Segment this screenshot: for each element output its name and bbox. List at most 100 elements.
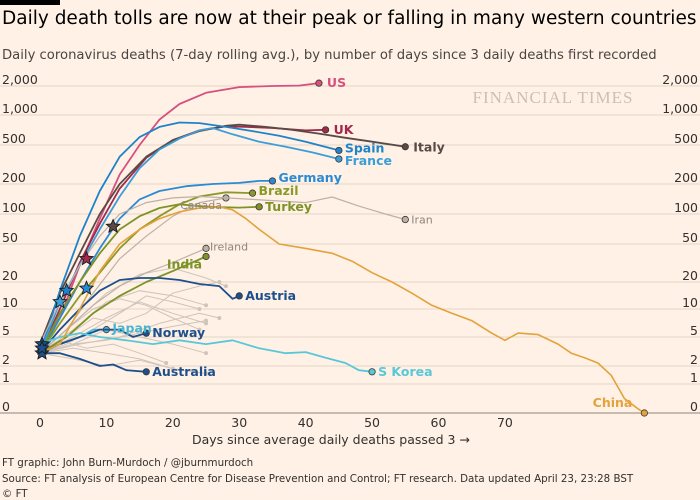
y-tick-label-left: 1,000 bbox=[2, 101, 38, 116]
y-tick-label-right: 10 bbox=[682, 295, 698, 310]
series-end-point bbox=[202, 244, 210, 252]
series-end-point bbox=[142, 368, 150, 376]
x-tick-label: 10 bbox=[98, 415, 114, 430]
lockdown-star bbox=[58, 282, 75, 298]
y-tick-label-right: 200 bbox=[674, 170, 698, 185]
y-tick-label-right: 1 bbox=[690, 370, 698, 385]
y-tick-label-left: 50 bbox=[2, 230, 18, 245]
series-end-point bbox=[401, 143, 409, 151]
lockdown-star bbox=[34, 340, 50, 355]
lockdown-star bbox=[52, 293, 68, 309]
x-axis-label: Days since average daily deaths passed 3… bbox=[192, 432, 470, 447]
background-series-line bbox=[39, 301, 207, 354]
background-series-line bbox=[39, 320, 207, 354]
series-line-uk bbox=[39, 125, 326, 354]
series-end-point bbox=[268, 177, 277, 185]
series-label: Australia bbox=[152, 364, 216, 379]
series-label: Canada bbox=[180, 199, 222, 212]
y-tick-label-right: 0 bbox=[690, 399, 698, 414]
series-label: UK bbox=[334, 122, 355, 137]
y-tick-label-left: 1 bbox=[2, 370, 10, 385]
background-series-end bbox=[204, 303, 209, 308]
series-label: Turkey bbox=[265, 199, 312, 214]
y-tick-label-left: 5 bbox=[2, 323, 10, 338]
background-series-end bbox=[197, 307, 202, 311]
series-label: France bbox=[345, 153, 392, 168]
x-tick-label: 50 bbox=[364, 415, 380, 430]
series-end-point bbox=[335, 146, 343, 155]
series-label: Brazil bbox=[259, 183, 299, 198]
background-series-line bbox=[39, 295, 200, 354]
y-tick-label-left: 2,000 bbox=[2, 72, 38, 87]
x-tick-label: 30 bbox=[231, 415, 247, 430]
y-tick-label-right: 2 bbox=[690, 352, 698, 367]
background-series-end bbox=[170, 366, 175, 371]
series-end-point bbox=[640, 409, 648, 417]
series-label: China bbox=[593, 395, 633, 410]
y-tick-label-left: 2 bbox=[2, 352, 10, 367]
background-series-end bbox=[223, 284, 228, 289]
x-tick-label: 0 bbox=[36, 415, 44, 430]
x-tick-label: 60 bbox=[431, 415, 447, 430]
series-line-ireland bbox=[39, 247, 207, 354]
background-series-end bbox=[164, 360, 169, 365]
series-end-point bbox=[235, 292, 243, 300]
source-line: Source: FT analysis of European Centre f… bbox=[2, 473, 634, 485]
background-series-line bbox=[39, 347, 207, 374]
series-label: India bbox=[167, 256, 202, 271]
background-series-end bbox=[217, 316, 222, 321]
background-series-end bbox=[204, 321, 209, 326]
x-tick-label: 40 bbox=[298, 415, 314, 430]
y-tick-label-left: 200 bbox=[2, 170, 26, 185]
chart-title: Daily death tolls are now at their peak … bbox=[2, 8, 697, 29]
series-line-s-korea bbox=[39, 332, 373, 373]
series-end-point bbox=[368, 368, 376, 376]
ft-top-bar bbox=[0, 0, 60, 5]
series-line-spain bbox=[39, 121, 340, 354]
chart-subtitle: Daily coronavirus deaths (7-day rolling … bbox=[2, 48, 657, 63]
y-tick-label-right: 100 bbox=[674, 200, 698, 215]
y-tick-label-left: 0 bbox=[2, 399, 10, 414]
series-label: Spain bbox=[345, 140, 385, 155]
lockdown-star bbox=[34, 345, 50, 360]
y-tick-label-left: 20 bbox=[2, 268, 18, 283]
series-line-us bbox=[39, 82, 320, 354]
series-end-point bbox=[321, 126, 330, 134]
series-end-point bbox=[335, 155, 343, 163]
series-line-india bbox=[39, 255, 207, 354]
series-label: Norway bbox=[152, 325, 205, 340]
series-end-point bbox=[255, 203, 263, 211]
series-layer bbox=[34, 79, 648, 417]
lockdown-star bbox=[78, 250, 95, 266]
background-series-end bbox=[197, 327, 202, 332]
background-series-end bbox=[204, 371, 209, 376]
background-series-line bbox=[39, 290, 207, 354]
y-tick-label-left: 500 bbox=[2, 131, 26, 146]
series-line-iran bbox=[39, 195, 406, 345]
background-series-end bbox=[204, 351, 209, 356]
series-label: S Korea bbox=[378, 364, 433, 379]
series-line-china bbox=[39, 206, 645, 414]
series-label: Japan bbox=[111, 321, 151, 336]
y-tick-label-right: 1,000 bbox=[662, 101, 698, 116]
series-line-austria bbox=[39, 277, 240, 354]
series-end-point bbox=[248, 189, 257, 197]
series-label: Ireland bbox=[210, 240, 248, 253]
background-series-end bbox=[217, 280, 222, 284]
credit-line: FT graphic: John Burn-Murdoch / @jburnmu… bbox=[2, 457, 254, 469]
background-series-end bbox=[204, 318, 209, 323]
y-tick-label-right: 2,000 bbox=[662, 72, 698, 87]
series-end-point bbox=[142, 329, 150, 337]
series-label: Austria bbox=[245, 288, 296, 303]
y-tick-label-right: 50 bbox=[682, 230, 698, 245]
y-tick-label-right: 500 bbox=[674, 131, 698, 146]
y-tick-label-right: 20 bbox=[682, 268, 698, 283]
series-end-point bbox=[401, 215, 409, 224]
x-tick-label: 70 bbox=[497, 415, 513, 430]
y-tick-label-left: 100 bbox=[2, 200, 26, 215]
series-end-point bbox=[202, 252, 210, 261]
series-line-australia bbox=[40, 352, 147, 373]
y-tick-label-left: 10 bbox=[2, 295, 18, 310]
series-label: Germany bbox=[278, 170, 341, 185]
